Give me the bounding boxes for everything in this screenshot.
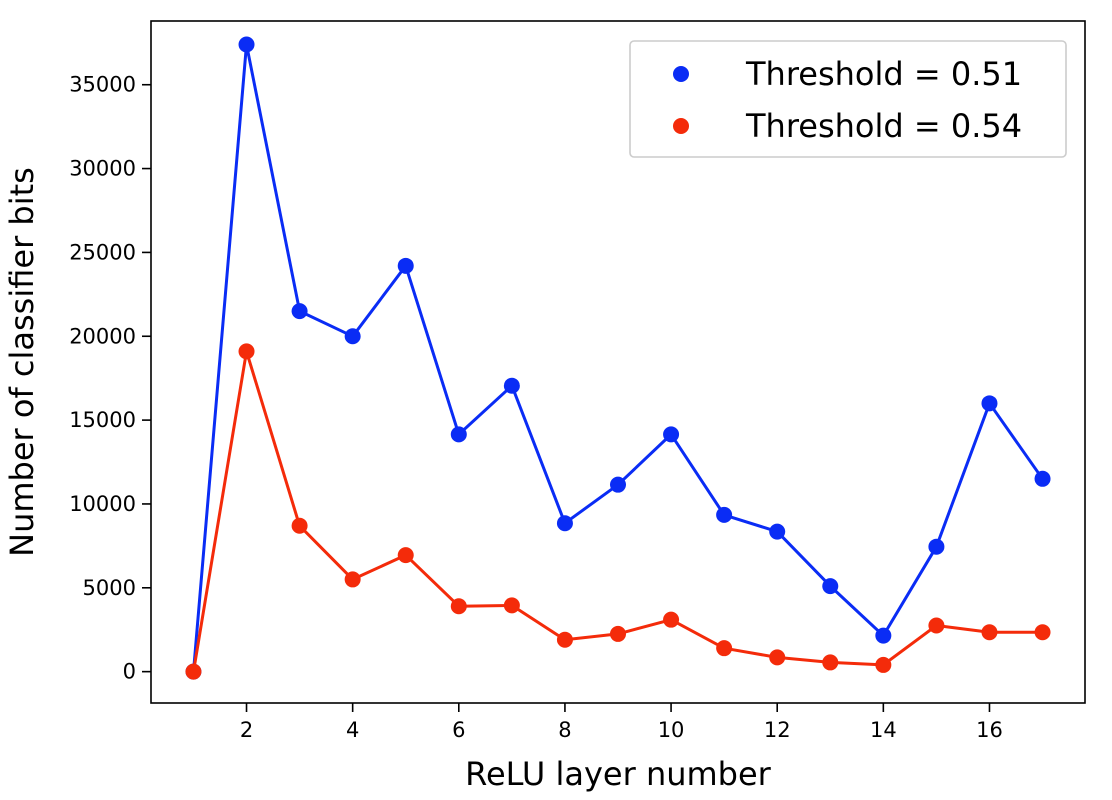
series-2-point xyxy=(928,617,945,634)
series-1-point xyxy=(663,426,680,443)
y-tick-label: 20000 xyxy=(69,324,136,348)
y-axis-label: Number of classifier bits xyxy=(3,167,41,557)
legend-marker-series-2 xyxy=(673,118,689,134)
y-tick-label: 35000 xyxy=(69,73,136,97)
series-1-point xyxy=(344,328,361,345)
series-1-point xyxy=(1034,470,1051,487)
legend-marker-series-1 xyxy=(673,66,689,82)
series-2-point xyxy=(185,663,202,680)
series-1-point xyxy=(875,627,892,644)
legend-frame xyxy=(629,40,1067,158)
series-2-point xyxy=(450,598,467,615)
x-tick-label: 2 xyxy=(240,718,253,742)
x-tick-label: 12 xyxy=(764,718,791,742)
series-2-point xyxy=(344,571,361,588)
series-1-point xyxy=(981,395,998,412)
series-1-point xyxy=(291,303,308,320)
y-tick-label: 10000 xyxy=(69,492,136,516)
legend-label-series-2: Threshold = 0.54 xyxy=(745,107,1022,145)
series-2-point xyxy=(291,517,308,534)
series-2-point xyxy=(663,611,680,628)
series-1-point xyxy=(556,515,573,532)
series-2-point xyxy=(397,547,414,564)
series-1-point xyxy=(822,578,839,595)
series-2-point xyxy=(981,624,998,641)
y-tick-label: 5000 xyxy=(83,576,136,600)
series-2-point xyxy=(769,649,786,666)
series-2-point xyxy=(238,343,255,360)
series-2-point xyxy=(610,625,626,642)
y-tick-label: 30000 xyxy=(69,157,136,181)
series-1-point xyxy=(769,523,786,540)
series-2-point xyxy=(503,597,520,614)
series-1-point xyxy=(716,506,733,523)
legend-label-series-1: Threshold = 0.51 xyxy=(745,55,1022,93)
x-tick-label: 14 xyxy=(870,718,897,742)
y-tick-label: 25000 xyxy=(69,240,136,264)
series-2-point xyxy=(1034,624,1051,641)
x-tick-label: 16 xyxy=(976,718,1003,742)
y-tick-label: 15000 xyxy=(69,408,136,432)
series-1-point xyxy=(450,426,467,443)
series-1-point xyxy=(503,377,520,394)
y-tick-label: 0 xyxy=(123,660,136,684)
series-1-point xyxy=(238,36,255,53)
x-tick-label: 4 xyxy=(346,718,359,742)
series-2-point xyxy=(716,640,733,657)
x-tick-label: 10 xyxy=(658,718,685,742)
x-axis-label: ReLU layer number xyxy=(465,755,772,793)
series-1-point xyxy=(397,257,414,274)
series-2-point xyxy=(875,656,892,673)
series-layer xyxy=(185,36,1051,680)
axes-layer: 2 4 6 8 10 12 14 16 0 5000 10000 15000 20000 25000 300… xyxy=(69,73,1003,742)
legend: Threshold = 0.51 Threshold = 0.54 xyxy=(629,40,1067,158)
series-2-point xyxy=(822,654,839,671)
series-1-point xyxy=(928,538,945,555)
series-1-point xyxy=(610,476,626,493)
x-tick-label: 8 xyxy=(558,718,571,742)
x-tick-label: 6 xyxy=(452,718,465,742)
series-2-point xyxy=(556,631,573,648)
